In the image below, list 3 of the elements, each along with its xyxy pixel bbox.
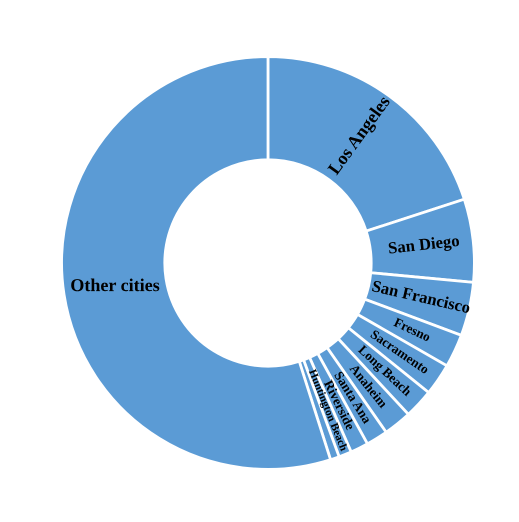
slice-label: San Francisco: [372, 280, 471, 314]
slice-label: San Diego: [388, 234, 460, 258]
slice-label: Other cities: [71, 278, 160, 292]
